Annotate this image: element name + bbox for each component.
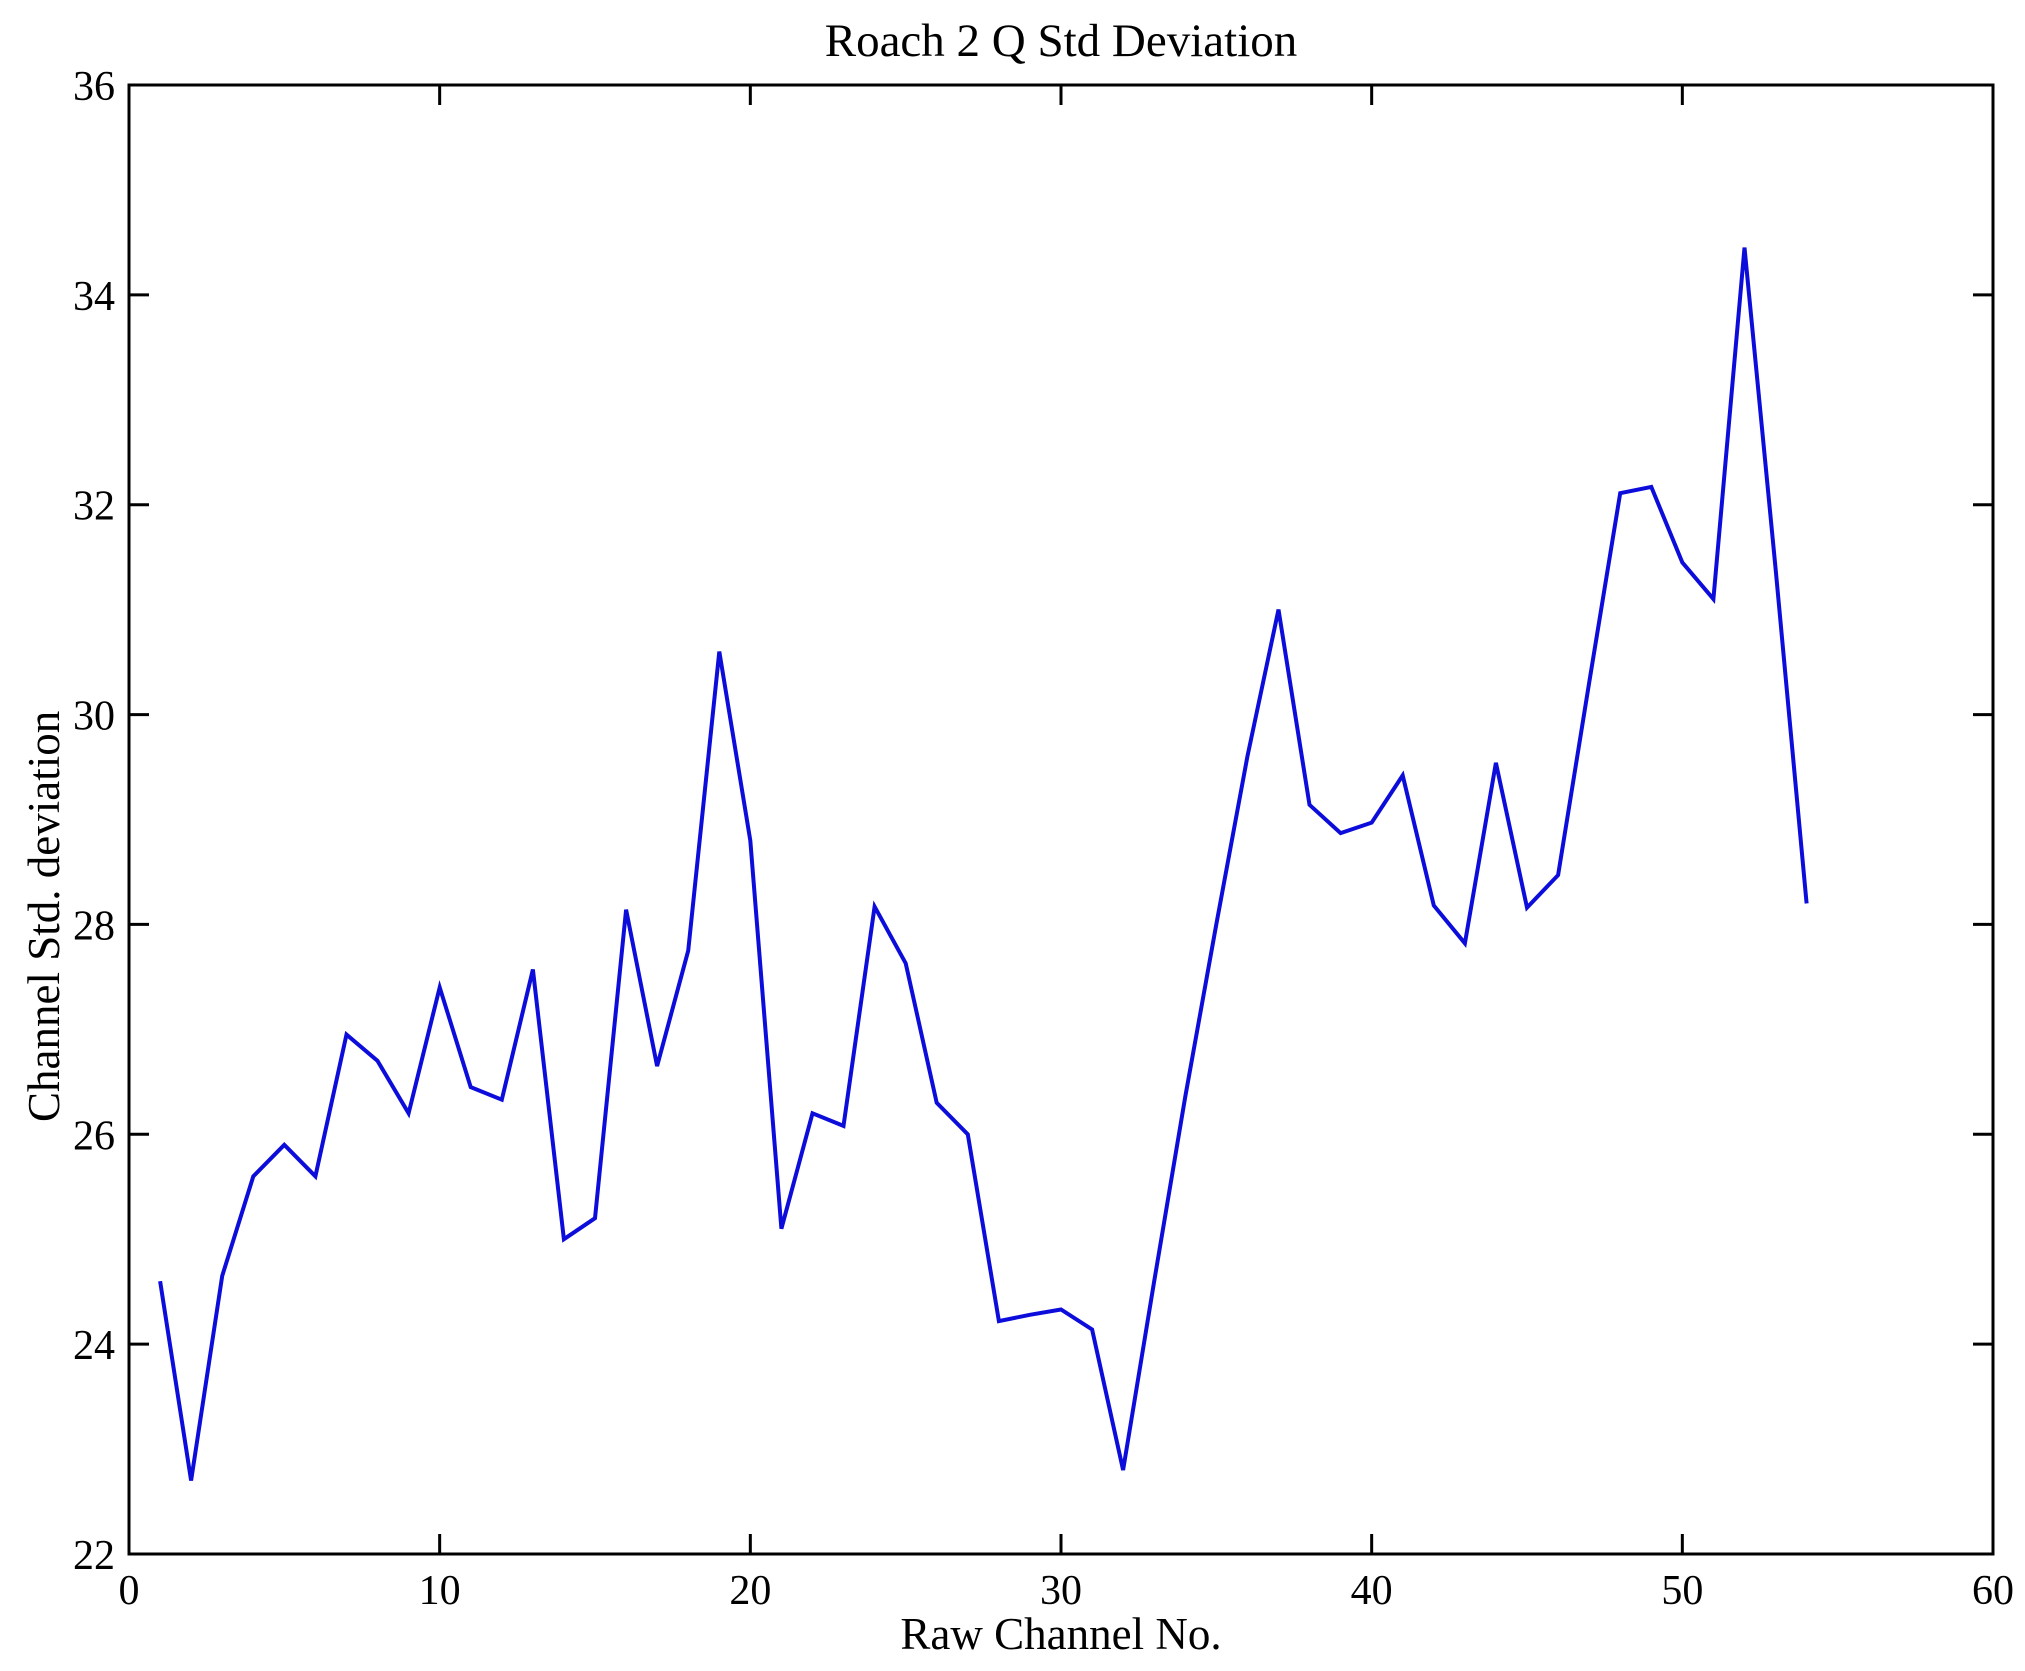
x-tick-label: 30 [1040,1568,1082,1614]
x-axis-label: Raw Channel No. [900,1609,1222,1659]
y-axis-label: Channel Std. deviation [19,710,69,1122]
x-tick-label: 10 [419,1568,461,1614]
y-tick-label: 24 [73,1323,115,1369]
y-tick-label: 22 [73,1533,115,1579]
x-tick-label: 20 [729,1568,771,1614]
y-tick-label: 32 [73,484,115,530]
x-tick-label: 0 [119,1568,140,1614]
x-tick-label: 40 [1351,1568,1393,1614]
y-tick-label: 28 [73,903,115,949]
axis-box [127,83,1995,1556]
data-line [158,247,1809,1481]
y-tick-label: 36 [73,64,115,110]
chart-title: Roach 2 Q Std Deviation [824,15,1298,67]
y-tick-label: 26 [73,1113,115,1159]
y-tick-label: 34 [73,274,115,320]
x-tick-label: 50 [1661,1568,1703,1614]
x-tick-label: 60 [1972,1568,2014,1614]
y-tick-label: 30 [73,694,115,740]
